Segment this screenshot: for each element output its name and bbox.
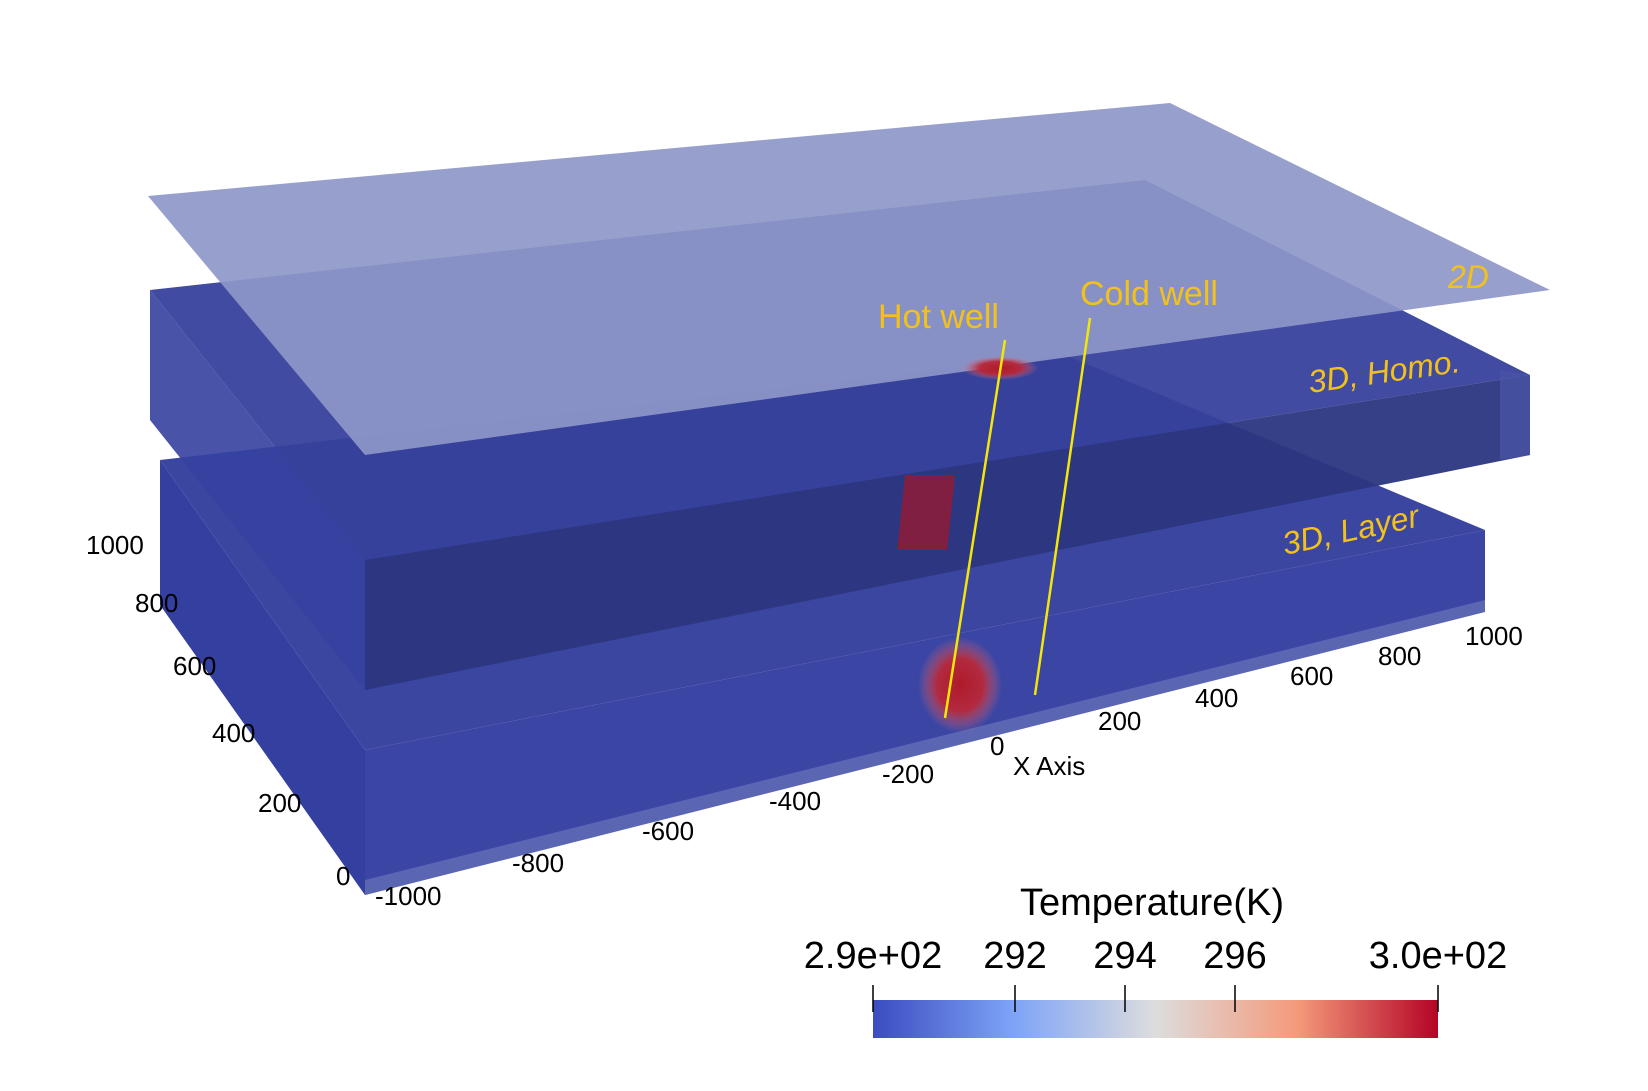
x-tick: 0 [990, 731, 1004, 761]
colorbar-tick-label: 2.9e+02 [804, 935, 942, 977]
plane-2d [148, 103, 1550, 455]
x-tick: -1000 [375, 881, 442, 911]
y-tick: 200 [258, 788, 301, 818]
colorbar-tick-label: 294 [1093, 935, 1156, 977]
y-tick: 600 [173, 651, 216, 681]
colorbar-tick-label: 3.0e+02 [1369, 935, 1507, 977]
x-tick: -800 [512, 848, 564, 878]
x-tick: -200 [882, 759, 934, 789]
slab-layer-bottom-edge [365, 600, 1485, 895]
y-tick: 1000 [86, 530, 144, 560]
x-tick: 1000 [1465, 621, 1523, 651]
cold-well-line [1033, 317, 1092, 696]
colorbar-tick-label: 292 [983, 935, 1046, 977]
x-axis-ticks: -1000 -800 -600 -400 -200 0 200 400 600 … [375, 621, 1523, 911]
x-tick: 800 [1378, 641, 1421, 671]
y-axis-ticks: 0 200 400 600 800 1000 [86, 530, 350, 891]
slab-homo-right-end [1500, 370, 1530, 460]
y-tick: 400 [212, 718, 255, 748]
hot-spot-layer [918, 637, 1002, 733]
x-axis-title: X Axis [1013, 751, 1085, 781]
label-2d: 2D [1447, 259, 1489, 295]
hot-spot-homo [897, 475, 956, 550]
x-tick: 200 [1098, 706, 1141, 736]
x-tick: 600 [1290, 661, 1333, 691]
x-tick: -400 [769, 786, 821, 816]
slab-homo-front-face [150, 290, 365, 690]
x-tick: 400 [1195, 683, 1238, 713]
slab-layer-right-face [365, 530, 1485, 895]
colorbar-gradient [873, 1000, 1438, 1038]
slab-layer-front-face [160, 460, 365, 895]
colorbar: Temperature(K) 2.9e+02 292 294 296 3.0e+… [804, 882, 1507, 1038]
hot-well-line [943, 339, 1007, 719]
label-hot-well: Hot well [878, 298, 999, 336]
colorbar-tick-label: 296 [1203, 935, 1266, 977]
colorbar-title: Temperature(K) [1020, 882, 1284, 924]
x-tick: -600 [642, 816, 694, 846]
hot-spots [897, 356, 1038, 733]
label-cold-well: Cold well [1080, 275, 1218, 313]
y-tick: 0 [336, 861, 350, 891]
y-tick: 800 [135, 588, 178, 618]
